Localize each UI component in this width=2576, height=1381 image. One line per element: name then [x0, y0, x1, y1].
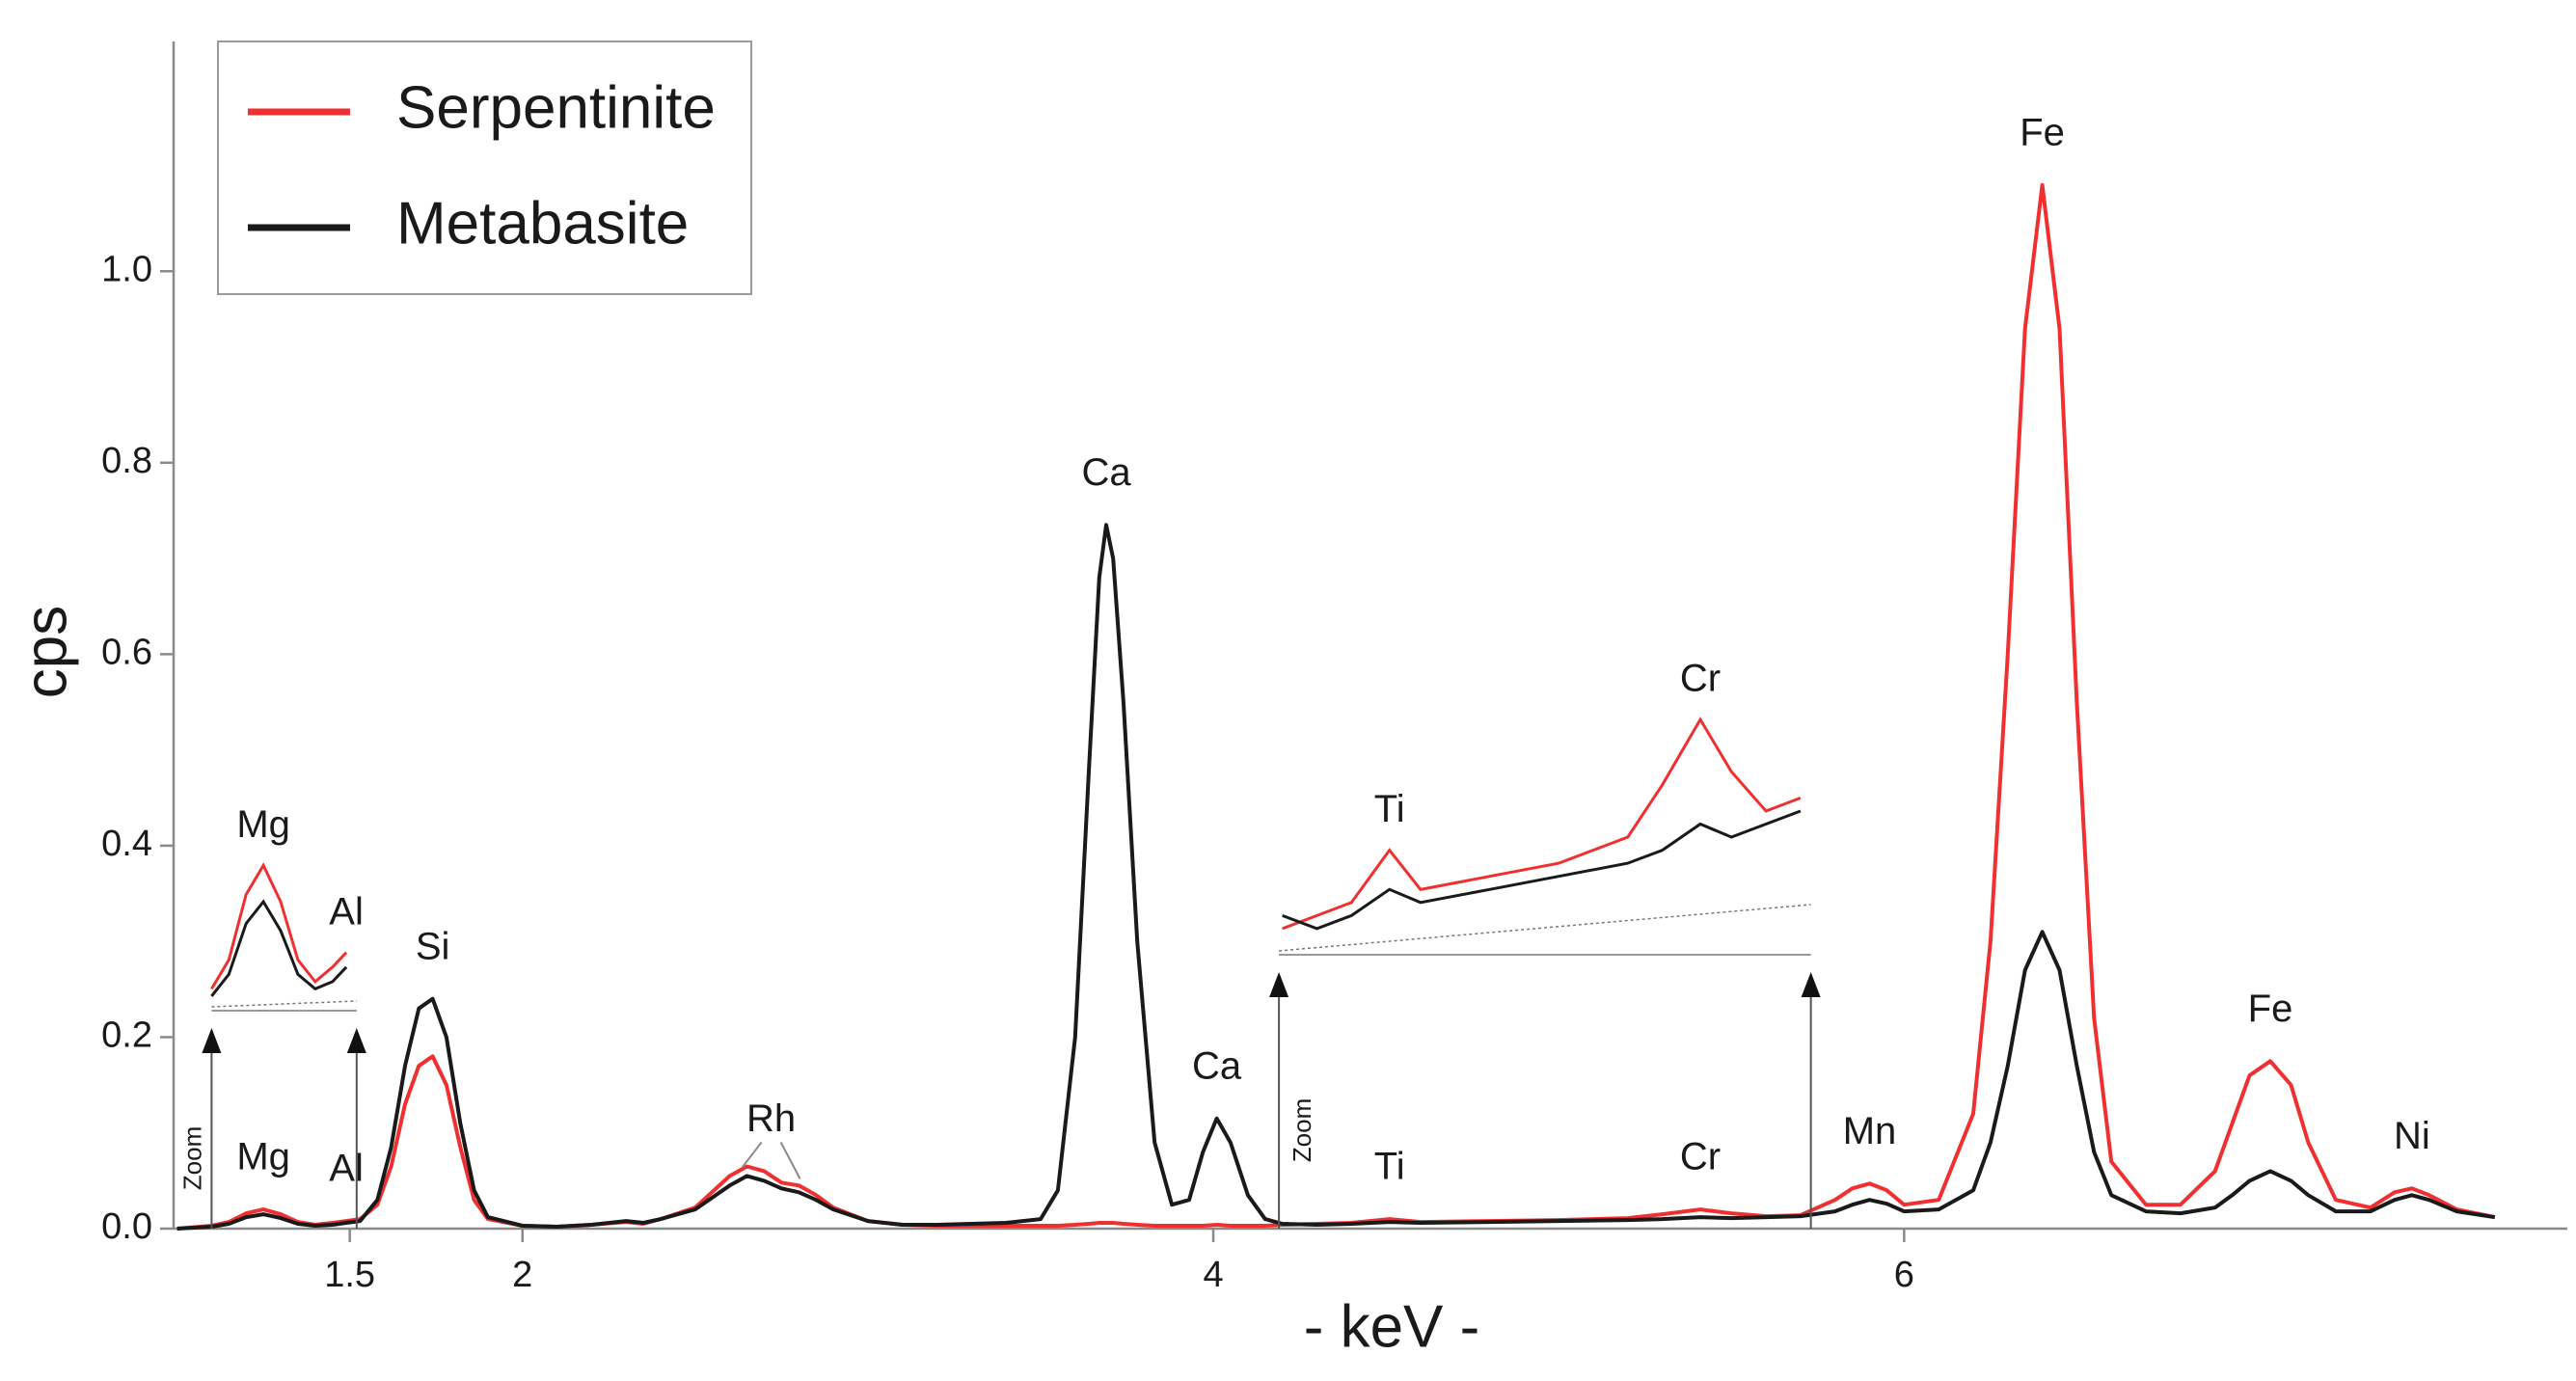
zoom-label: Zoom — [1288, 1098, 1316, 1162]
inset-peak-label: Mg — [236, 803, 290, 846]
peak-label: Ni — [2394, 1115, 2430, 1157]
peak-label: Fe — [2248, 988, 2293, 1030]
spectrum-line — [176, 523, 2496, 1231]
x-axis-title: - keV - — [1304, 1293, 1480, 1360]
y-tick-label: 0.4 — [101, 824, 152, 864]
peak-label: Fe — [2020, 111, 2065, 153]
y-tick-label: 0.0 — [101, 1206, 152, 1247]
inset-baseline — [211, 1000, 357, 1008]
peak-label: Mn — [1843, 1110, 1897, 1152]
zoom-arrowhead — [1269, 972, 1289, 997]
inset-peak-label: Ti — [1374, 788, 1405, 830]
inset-line — [1282, 809, 1802, 931]
x-tick-label: 1.5 — [324, 1255, 375, 1295]
peak-label: Si — [416, 925, 450, 967]
peak-label: Rh — [746, 1097, 796, 1140]
inset-line — [210, 899, 348, 997]
leader-line — [741, 1141, 763, 1169]
y-tick-label: 0.2 — [101, 1015, 152, 1055]
x-tick-label: 2 — [512, 1255, 532, 1295]
peak-label: Ti — [1374, 1146, 1405, 1188]
legend-text: Metabasite — [396, 190, 689, 257]
leader-line — [779, 1141, 801, 1179]
inset-peak-label: Al — [329, 890, 364, 933]
y-tick-label: 0.6 — [101, 632, 152, 672]
legend-box — [217, 41, 752, 295]
zoom-arrowhead — [202, 1028, 222, 1053]
inset-baseline — [1279, 904, 1811, 952]
y-tick-label: 1.0 — [101, 249, 152, 289]
peak-label: Mg — [236, 1136, 290, 1178]
zoom-arrowhead — [346, 1028, 366, 1053]
peak-label: Al — [329, 1148, 364, 1190]
peak-label: Ca — [1081, 451, 1131, 494]
peak-label: Ca — [1192, 1044, 1242, 1087]
legend-text: Serpentinite — [396, 74, 716, 141]
y-axis-title: cps — [13, 606, 79, 698]
zoom-label: Zoom — [177, 1126, 206, 1190]
y-tick-label: 0.8 — [101, 441, 152, 481]
peak-label: Cr — [1680, 1136, 1721, 1178]
inset-peak-label: Cr — [1680, 658, 1721, 700]
x-tick-label: 6 — [1894, 1255, 1914, 1295]
spectrum-line — [176, 182, 2496, 1231]
inset-line — [1282, 717, 1802, 931]
inset-line — [210, 862, 348, 990]
x-tick-label: 4 — [1203, 1255, 1223, 1295]
zoom-arrowhead — [1801, 972, 1821, 997]
